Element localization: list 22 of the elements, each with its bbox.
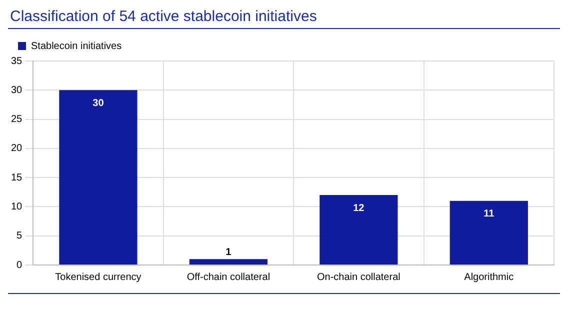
- y-tick-label: 0: [16, 260, 23, 271]
- y-tick-label: 20: [11, 143, 23, 154]
- data-label: 30: [92, 98, 104, 109]
- data-label: 11: [484, 208, 495, 220]
- x-tick-label: Tokenised currency: [55, 272, 142, 283]
- y-tick-label: 30: [11, 84, 23, 96]
- y-tick-label: 10: [11, 201, 23, 212]
- bar: [189, 259, 268, 264]
- bar: [320, 195, 398, 264]
- bar: [59, 90, 138, 264]
- x-tick-label: On-chain collateral: [316, 272, 400, 283]
- data-label: 12: [353, 202, 365, 214]
- data-label: 1: [226, 246, 232, 258]
- bar: [450, 200, 528, 264]
- chart-title: Classification of 54 active stablecoin initiatives: [9, 8, 318, 27]
- y-tick-label: 5: [16, 230, 23, 242]
- y-tick-label: 25: [11, 114, 23, 126]
- y-tick-label: 35: [11, 56, 23, 67]
- x-tick-label: Off-chain collateral: [186, 272, 270, 283]
- x-tick-label: Algorithmic: [464, 272, 514, 283]
- legend-label: Stablecoin initiatives: [31, 40, 122, 52]
- y-tick-label: 15: [11, 172, 23, 184]
